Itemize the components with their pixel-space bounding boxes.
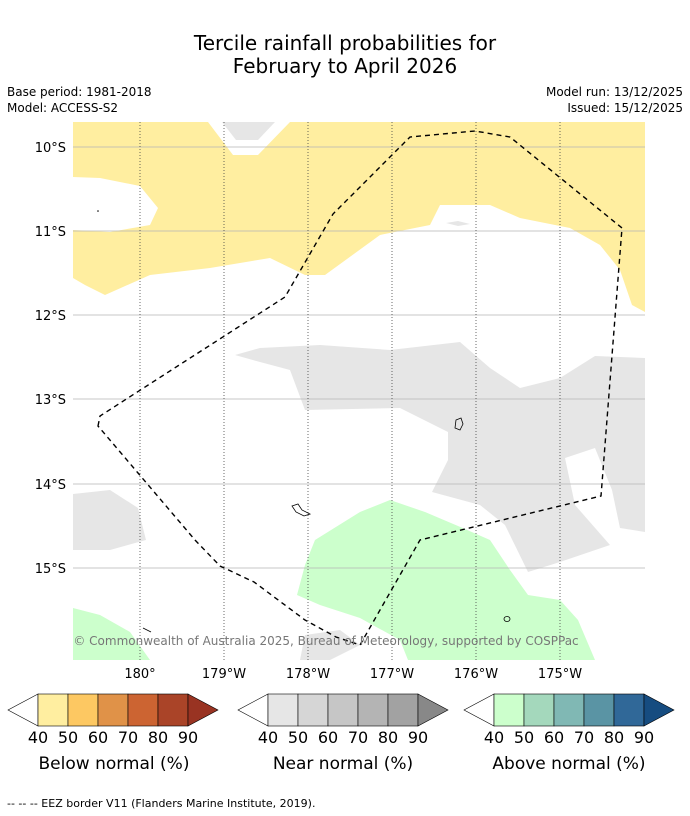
colorbar-high-extend: [643, 693, 675, 727]
colorbar-swatch: [67, 693, 99, 727]
lon-label: 178°W: [286, 667, 330, 682]
issued-date: Issued: 15/12/2025: [567, 101, 683, 115]
colorbar-swatch: [297, 693, 329, 727]
title-line-2: February to April 2026: [232, 54, 458, 78]
colorbar-swatch: [97, 693, 129, 727]
region-near-normal-west: [73, 490, 146, 550]
colorbar-tick-label: 50: [288, 728, 308, 747]
lat-label: 14°S: [35, 478, 66, 493]
colorbar-tick-label: 80: [148, 728, 168, 747]
colorbar-label-below: Below normal (%): [38, 754, 190, 774]
colorbar-low-extend: [237, 693, 269, 727]
colorbar-tick-label: 70: [574, 728, 594, 747]
colorbar-tick-label: 80: [604, 728, 624, 747]
lat-gridlines: [73, 146, 645, 569]
lat-labels: 10°S 11°S 12°S 13°S 14°S 15°S: [35, 141, 66, 577]
colorbar-swatch: [523, 693, 555, 727]
footnote: -- -- -- EEZ border V11 (Flanders Marine…: [7, 797, 316, 810]
colorbar-swatch: [127, 693, 159, 727]
lat-label: 11°S: [35, 225, 66, 240]
colorbar-tick-label: 50: [514, 728, 534, 747]
colorbar-tick-label: 60: [544, 728, 564, 747]
colorbar-near: 40 50 60 70 80 90: [237, 693, 449, 747]
colorbar-tick-label: 90: [408, 728, 428, 747]
lon-label: 176°W: [454, 667, 498, 682]
map-plot-area: © Commonwealth of Australia 2025, Bureau…: [73, 122, 645, 660]
lon-label: 180°: [124, 667, 155, 682]
model-run: Model run: 13/12/2025: [545, 85, 683, 99]
colorbar-swatch: [157, 693, 189, 727]
colorbar-swatch: [37, 693, 69, 727]
colorbar-tick-label: 70: [348, 728, 368, 747]
region-below-normal: [73, 122, 645, 312]
colorbar-tick-label: 40: [484, 728, 504, 747]
region-near-normal-north: [222, 122, 275, 140]
colorbar-label-near: Near normal (%): [272, 754, 414, 774]
colorbar-swatch: [327, 693, 359, 727]
colorbar-above: 40 50 60 70 80 90: [463, 693, 675, 747]
island-1: [454, 417, 464, 431]
model-name: Model: ACCESS-S2: [7, 101, 119, 115]
lat-label: 13°S: [35, 393, 66, 408]
colorbar-tick-label: 90: [178, 728, 198, 747]
colorbar-high-extend: [417, 693, 449, 727]
copyright-text: © Commonwealth of Australia 2025, Bureau…: [73, 634, 578, 648]
colorbar-swatch: [583, 693, 615, 727]
lat-label: 15°S: [35, 562, 66, 577]
title-line-1: Tercile rainfall probabilities for: [193, 31, 497, 55]
colorbar-swatch: [613, 693, 645, 727]
lon-labels: 180° 179°W 178°W 177°W 176°W 175°W: [124, 667, 582, 682]
colorbar-tick-label: 90: [634, 728, 654, 747]
base-period: Base period: 1981-2018: [7, 85, 152, 99]
lon-label: 179°W: [202, 667, 246, 682]
island-4: [142, 627, 152, 633]
region-near-normal-islet: [446, 221, 470, 226]
colorbar-swatch: [493, 693, 525, 727]
colorbar-tick-label: 40: [28, 728, 48, 747]
lat-label: 12°S: [35, 309, 66, 324]
colorbar-low-extend: [7, 693, 39, 727]
lon-label: 177°W: [370, 667, 414, 682]
colorbar-tick-label: 70: [118, 728, 138, 747]
lat-label: 10°S: [35, 141, 66, 156]
colorbar-tick-label: 60: [318, 728, 338, 747]
island-3: [503, 616, 511, 622]
region-above-normal-west: [73, 608, 150, 660]
lon-label: 175°W: [538, 667, 582, 682]
eez-border: [97, 130, 623, 646]
colorbar-below: 40 50 60 70 80 90: [7, 693, 219, 747]
colorbar-tick-label: 80: [378, 728, 398, 747]
region-near-normal-south: [300, 630, 360, 660]
colorbar-label-above: Above normal (%): [492, 754, 646, 774]
colorbar-swatch: [387, 693, 419, 727]
colorbar-tick-label: 60: [88, 728, 108, 747]
colorbar-high-extend: [187, 693, 219, 727]
colorbar-swatch: [357, 693, 389, 727]
colorbar-tick-label: 50: [58, 728, 78, 747]
region-above-normal: [297, 500, 595, 660]
colorbar-swatch: [553, 693, 585, 727]
colorbar-low-extend: [463, 693, 495, 727]
region-near-normal: [235, 342, 645, 572]
island-2: [291, 503, 312, 517]
colorbar-tick-label: 40: [258, 728, 278, 747]
colorbar-swatch: [267, 693, 299, 727]
island-5: [97, 210, 99, 212]
